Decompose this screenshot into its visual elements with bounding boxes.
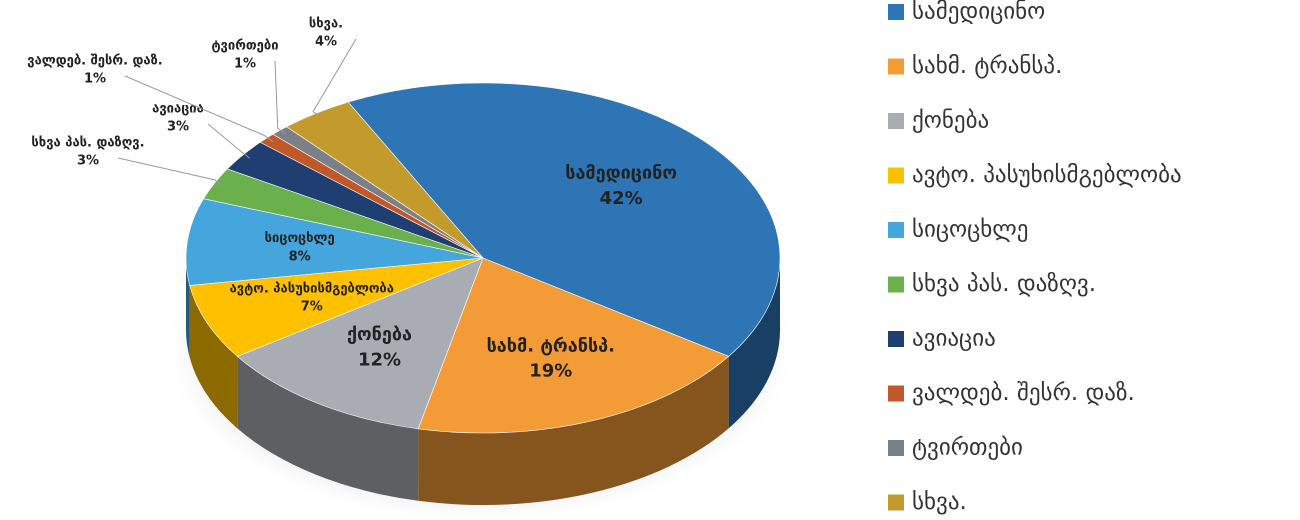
data-label: 12% xyxy=(358,349,401,370)
legend-label: სხვა პას. დაზღვ. xyxy=(912,271,1096,297)
legend-label: სიცოცხლე xyxy=(912,217,1028,243)
data-label: 8% xyxy=(289,249,311,264)
legend-label: ტვირთები xyxy=(912,435,1023,461)
data-label-name: ქონება xyxy=(347,324,412,345)
legend-label: ავტო. პასუხისმგებლობა xyxy=(912,162,1182,188)
data-label: 1% xyxy=(84,72,106,87)
slice-side xyxy=(418,356,729,505)
legend-swatch xyxy=(888,331,904,347)
legend-swatch xyxy=(888,113,904,129)
legend-swatch xyxy=(888,276,904,293)
data-label: 3% xyxy=(167,120,189,135)
data-label: 42% xyxy=(600,188,643,209)
data-label: 4% xyxy=(315,35,337,50)
legend-swatch xyxy=(888,167,904,184)
legend-label: სხვა. xyxy=(912,489,967,515)
data-label-name: ავიაცია xyxy=(152,101,204,116)
leader-line xyxy=(124,75,274,143)
data-label-name: სამედიცინო xyxy=(565,163,677,184)
slice xyxy=(236,257,484,430)
leader-line xyxy=(207,123,251,159)
slice-side xyxy=(189,285,238,429)
legend-swatch xyxy=(888,222,904,238)
data-label-name: ვალდებ. შესრ. დაზ. xyxy=(27,53,162,68)
data-label-name: სხვა. xyxy=(309,16,343,31)
data-label: 1% xyxy=(234,57,256,72)
data-label-name: სხვა პას. დაზღვ. xyxy=(31,135,144,150)
leader-line xyxy=(117,157,223,187)
data-label-name: სახმ. ტრანსპ. xyxy=(487,335,615,356)
data-label: 7% xyxy=(301,300,323,315)
legend-label: ქონება xyxy=(912,108,989,134)
slice xyxy=(185,198,484,286)
slice-side xyxy=(237,356,419,501)
legend-swatch xyxy=(888,4,904,20)
data-label-name: ავტო. პასუხისმგებლობა xyxy=(230,281,394,296)
legend-swatch xyxy=(888,440,904,456)
legend-label: სახმ. ტრანსპ. xyxy=(912,53,1062,79)
legend-swatch xyxy=(888,385,904,402)
slice-side xyxy=(728,258,780,429)
slice xyxy=(189,257,484,357)
legend-swatch xyxy=(888,494,904,511)
leader-line xyxy=(274,60,287,135)
data-label: 3% xyxy=(77,154,99,169)
data-label-name: სიცოცხლე xyxy=(265,231,335,246)
slice xyxy=(417,257,730,434)
legend-label: ვალდებ. შესრ. დაზ. xyxy=(912,380,1135,406)
data-label: 19% xyxy=(529,360,572,381)
data-label-name: ტვირთები xyxy=(211,38,278,53)
legend-swatch xyxy=(888,58,904,75)
leader-line xyxy=(312,38,357,119)
legend-label: სამედიცინო xyxy=(912,0,1045,25)
slice xyxy=(347,82,781,357)
legend-label: ავიაცია xyxy=(912,326,996,352)
